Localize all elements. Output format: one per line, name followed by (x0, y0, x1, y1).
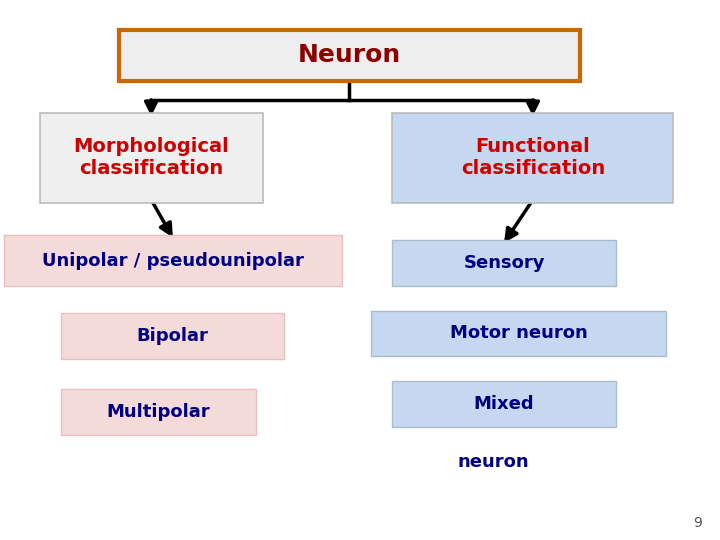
FancyBboxPatch shape (4, 235, 342, 286)
FancyBboxPatch shape (371, 310, 666, 356)
Text: Functional
classification: Functional classification (461, 138, 605, 178)
FancyBboxPatch shape (119, 30, 580, 81)
Text: Sensory: Sensory (463, 254, 545, 272)
Text: Neuron: Neuron (297, 43, 401, 68)
Text: neuron: neuron (457, 453, 529, 471)
Text: Bipolar: Bipolar (137, 327, 209, 345)
FancyBboxPatch shape (40, 113, 263, 202)
FancyBboxPatch shape (392, 381, 616, 427)
Text: Morphological
classification: Morphological classification (73, 138, 229, 178)
Text: Multipolar: Multipolar (107, 403, 210, 421)
FancyBboxPatch shape (61, 313, 284, 359)
FancyBboxPatch shape (392, 240, 616, 286)
FancyBboxPatch shape (61, 389, 256, 435)
FancyBboxPatch shape (392, 113, 673, 202)
Text: Motor neuron: Motor neuron (449, 325, 588, 342)
Text: Unipolar / pseudounipolar: Unipolar / pseudounipolar (42, 252, 304, 269)
Text: 9: 9 (693, 516, 702, 530)
Text: Mixed: Mixed (474, 395, 534, 413)
